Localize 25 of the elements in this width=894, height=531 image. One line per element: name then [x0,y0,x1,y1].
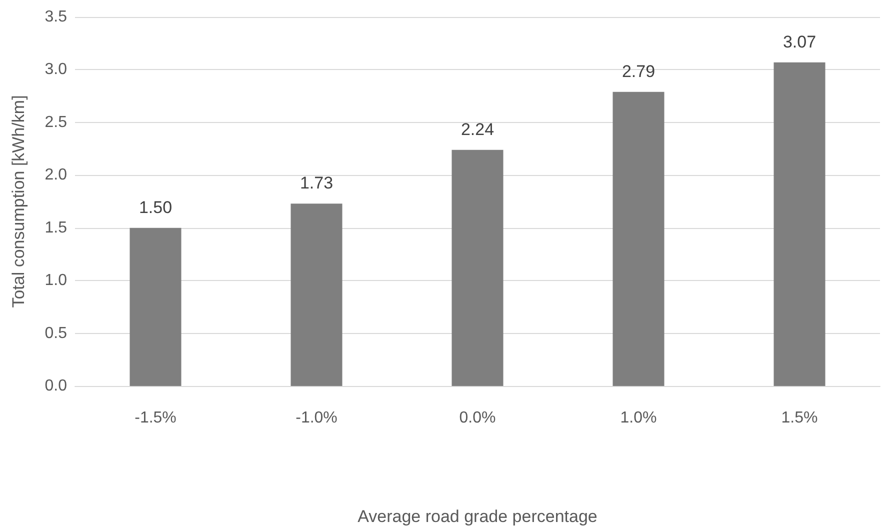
x-tick-label: 0.0% [459,410,496,426]
x-tick-label: -1.0% [296,410,338,426]
y-tick-label: 2.0 [44,166,68,184]
x-tick-label: -1.5% [134,410,176,426]
bar [452,150,504,386]
x-tick-label: 1.5% [781,410,818,426]
y-tick-label: 3.5 [44,8,68,26]
data-label: 2.24 [460,120,494,139]
data-label: 3.07 [782,32,816,52]
bar [290,204,342,386]
y-tick-label: 1.5 [44,219,68,236]
data-label: 1.50 [138,198,172,217]
y-tick-label: 3.0 [44,61,68,78]
bar [612,92,664,386]
y-tick-label: 0.0 [44,378,68,394]
y-axis-title: Total consumption [kWh/km] [9,95,28,308]
bar [774,62,826,386]
y-tick-label: 1.0 [44,272,68,290]
y-tick-label: 2.5 [44,114,68,131]
x-tick-label: 1.0% [620,410,657,426]
y-tick-label: 0.5 [44,324,68,342]
bar [130,228,182,386]
data-label: 2.79 [622,62,656,81]
x-axis-title: Average road grade percentage [358,507,598,526]
data-label: 1.73 [300,174,334,193]
